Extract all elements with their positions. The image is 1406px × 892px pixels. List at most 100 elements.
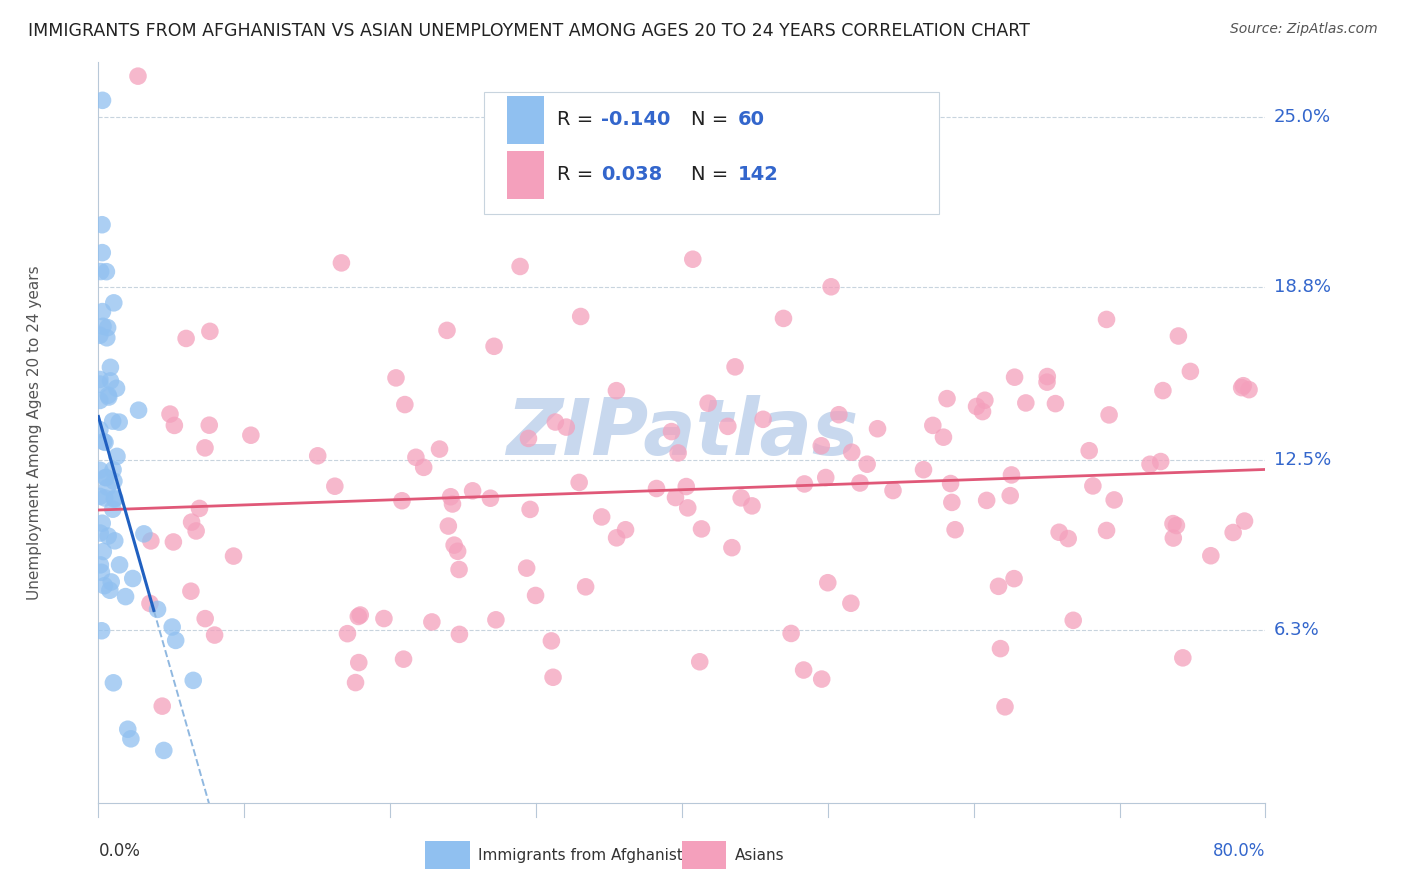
Point [96,480,118,494]
Point [160,620,183,634]
Point [100,360,122,375]
Point [139,596,162,610]
Point [1036,369,1059,384]
Point [89,372,111,386]
Point [162,535,184,549]
Point [1078,443,1101,458]
Point [1237,383,1260,397]
Point [509,260,531,274]
Point [485,613,508,627]
Point [675,479,697,493]
Point [1015,396,1038,410]
Point [117,723,139,737]
Point [690,522,713,536]
Text: R =: R = [557,111,599,129]
Point [1002,572,1025,586]
Point [987,579,1010,593]
Point [817,575,839,590]
Text: 12.5%: 12.5% [1274,451,1331,469]
Point [89,377,111,392]
Point [91,516,114,531]
Point [128,403,150,417]
Point [939,476,962,491]
Point [482,339,505,353]
Text: 142: 142 [738,166,779,185]
Point [103,474,125,488]
Point [943,523,966,537]
Point [405,450,427,465]
Point [146,602,169,616]
Point [461,483,484,498]
Point [420,615,443,629]
Point [717,419,740,434]
Point [239,428,262,442]
Point [94,435,117,450]
Point [114,590,136,604]
Point [89,463,111,477]
Point [103,492,125,507]
Point [591,510,613,524]
Point [772,311,794,326]
Point [412,460,434,475]
Point [793,477,815,491]
Point [614,523,637,537]
Text: Asians: Asians [734,848,785,863]
Point [91,245,114,260]
Point [204,628,226,642]
Point [810,439,832,453]
Point [575,580,598,594]
Point [1062,613,1084,627]
Point [841,445,863,459]
FancyBboxPatch shape [484,92,939,214]
Point [89,423,111,437]
Point [222,549,245,563]
Point [697,396,720,410]
Point [97,390,120,404]
Point [103,675,125,690]
Point [966,400,988,414]
Point [664,491,686,505]
Point [972,404,994,418]
Point [347,609,370,624]
Text: 25.0%: 25.0% [1274,108,1331,127]
Text: -0.140: -0.140 [602,111,671,129]
Point [103,296,125,310]
Point [436,323,458,337]
Point [1233,514,1256,528]
Point [449,627,471,641]
Point [180,584,202,599]
Point [132,527,155,541]
Text: Source: ZipAtlas.com: Source: ZipAtlas.com [1230,22,1378,37]
Point [344,675,367,690]
Point [941,495,963,509]
Point [392,652,415,666]
Point [165,633,187,648]
FancyBboxPatch shape [425,841,470,870]
Point [188,501,211,516]
Point [1004,370,1026,384]
Point [391,493,413,508]
Text: R =: R = [557,166,599,185]
Point [89,489,111,503]
Point [121,572,143,586]
Point [91,93,114,107]
Point [89,328,111,343]
Point [569,310,592,324]
Point [98,583,121,598]
Point [814,470,837,484]
Point [394,398,416,412]
Point [1057,532,1080,546]
Point [856,457,879,471]
Point [519,502,541,516]
Text: 0.038: 0.038 [602,166,662,185]
Point [120,731,142,746]
Text: 6.3%: 6.3% [1274,621,1319,639]
Point [541,670,564,684]
Point [1139,457,1161,471]
Point [108,558,131,572]
Point [1095,312,1118,326]
Text: Immigrants from Afghanistan: Immigrants from Afghanistan [478,848,702,863]
Point [198,324,221,338]
Point [198,418,221,433]
Point [105,381,128,395]
